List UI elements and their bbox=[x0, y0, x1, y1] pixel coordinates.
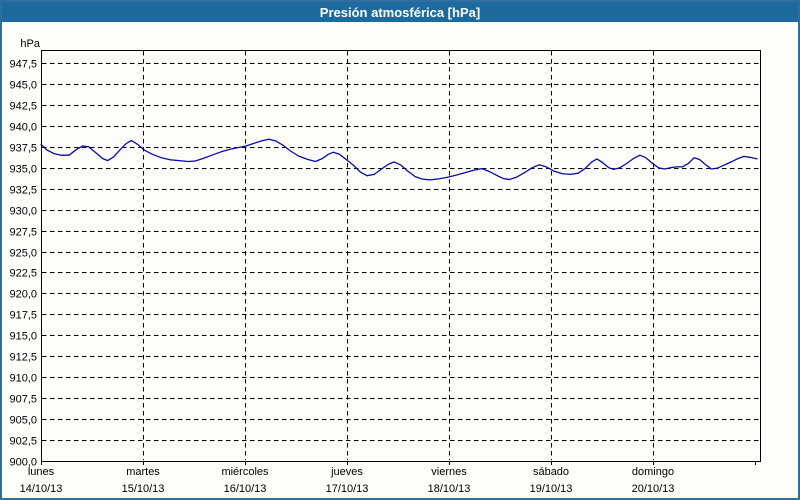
pressure-chart: 947,5 945,0 942,5 940,0 937,5 935,0 932,5 930,0… bbox=[9, 38, 761, 495]
day-date-label: 18/10/13 bbox=[428, 483, 471, 495]
y-tick-label: 912,5 bbox=[9, 352, 37, 364]
y-tick-label: 937,5 bbox=[9, 143, 37, 155]
y-tick-label: 917,5 bbox=[9, 310, 37, 322]
pressure-line bbox=[40, 138, 758, 181]
day-name-label: lunes bbox=[28, 466, 55, 478]
plot-frame bbox=[41, 50, 761, 462]
y-axis-unit-label: hPa bbox=[20, 38, 40, 50]
day-name-label: jueves bbox=[330, 466, 363, 478]
day-date-label: 14/10/13 bbox=[20, 483, 63, 495]
y-tick-label: 905,0 bbox=[9, 415, 37, 427]
day-date-label: 16/10/13 bbox=[224, 483, 267, 495]
y-tick-label: 915,0 bbox=[9, 331, 37, 343]
y-tick-label: 922,5 bbox=[9, 268, 37, 280]
y-tick-label: 947,5 bbox=[9, 59, 37, 71]
day-date-label: 15/10/13 bbox=[122, 483, 165, 495]
y-tick-label: 927,5 bbox=[9, 227, 37, 239]
y-tick-label: 910,0 bbox=[9, 373, 37, 385]
y-tick-label: 900,0 bbox=[9, 457, 37, 469]
y-tick-label: 920,0 bbox=[9, 289, 37, 301]
y-tick-label: 940,0 bbox=[9, 122, 37, 134]
day-date-label: 20/10/13 bbox=[632, 483, 675, 495]
day-name-label: miércoles bbox=[221, 466, 269, 478]
day-name-label: domingo bbox=[632, 466, 674, 478]
title-bar bbox=[2, 2, 798, 22]
day-name-label: martes bbox=[126, 466, 160, 478]
y-tick-label: 902,5 bbox=[9, 436, 37, 448]
y-tick-label: 930,0 bbox=[9, 206, 37, 218]
day-date-label: 19/10/13 bbox=[530, 483, 573, 495]
day-date-label: 17/10/13 bbox=[326, 483, 369, 495]
y-tick-label: 932,5 bbox=[9, 185, 37, 197]
day-name-label: viernes bbox=[431, 466, 467, 478]
chart-title: Presión atmosférica [hPa] bbox=[320, 5, 480, 20]
y-tick-label: 925,0 bbox=[9, 248, 37, 260]
day-name-label: sábado bbox=[533, 466, 569, 478]
y-tick-label: 945,0 bbox=[9, 80, 37, 92]
y-tick-label: 935,0 bbox=[9, 164, 37, 176]
y-tick-label: 942,5 bbox=[9, 101, 37, 113]
y-tick-label: 907,5 bbox=[9, 394, 37, 406]
